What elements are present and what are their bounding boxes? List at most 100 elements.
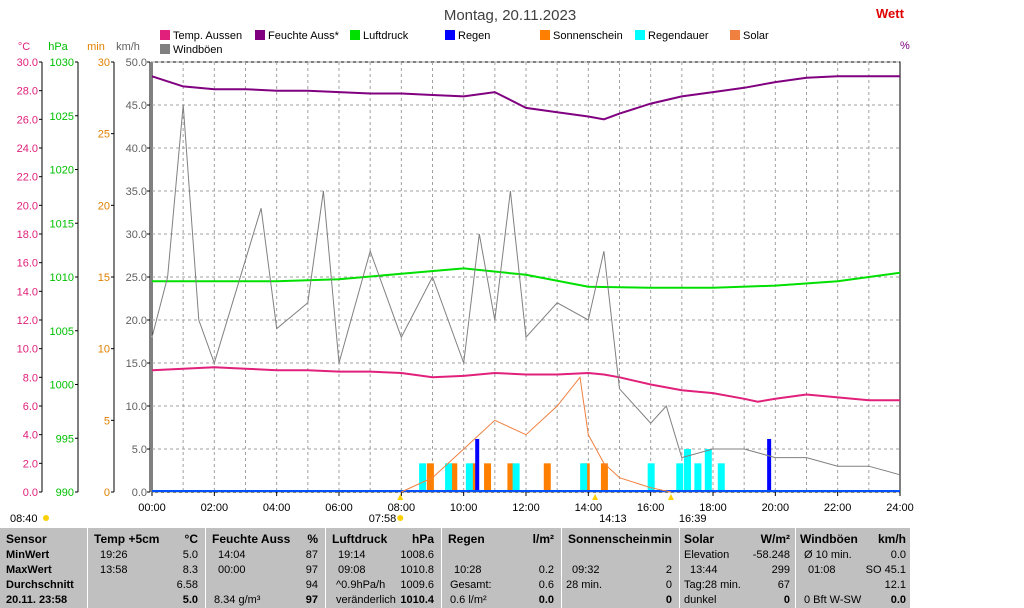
col-unit: °C <box>184 532 198 546</box>
cell-value: 6.58 <box>176 579 198 591</box>
y-tick-label: 1000 <box>50 380 74 392</box>
divider <box>795 528 796 608</box>
bar-regendauer <box>684 449 692 492</box>
y-tick-label: 20.0 <box>17 200 38 212</box>
col-header: Windböen <box>800 532 858 546</box>
bar-regendauer <box>465 463 473 492</box>
y-axis-unit: °C <box>18 41 30 53</box>
y-tick-label: 6.0 <box>23 401 38 413</box>
legend-swatch <box>445 30 455 40</box>
col-sensor: Sensor MinWert MaxWert Durchschnitt 20.1… <box>0 528 86 608</box>
bar-sonnenschein <box>471 463 479 492</box>
cell-value: 5.0 <box>182 594 198 606</box>
y-tick-label: 995 <box>56 433 74 445</box>
y-tick-label: 22.0 <box>17 172 38 184</box>
cell-value: 87 <box>305 549 318 561</box>
cell-note: Ø 10 min. <box>804 549 852 561</box>
y-tick-label: 50.0 <box>126 57 147 69</box>
x-tick-label: 18:00 <box>699 502 727 514</box>
sun-icon <box>43 515 49 521</box>
legend-label: Luftdruck <box>363 30 409 42</box>
bar-regendauer <box>580 463 588 492</box>
cell-note: Elevation <box>684 549 730 561</box>
y-tick-label: 2.0 <box>23 458 38 470</box>
x-tick-label: 24:00 <box>886 502 914 514</box>
y-tick-label: 1020 <box>50 165 74 177</box>
solar-noon-label: 14:13 <box>599 513 627 525</box>
y-tick-label: 15 <box>98 272 110 284</box>
legend-item: Regen <box>445 30 490 43</box>
sunrise-marker <box>397 494 404 500</box>
y-tick-label: 18.0 <box>17 229 38 241</box>
cell-note: 0 Bft W-SW <box>804 594 862 606</box>
cell-note: 0.6 l/m² <box>450 594 487 606</box>
row-label: 20.11. 23:58 <box>6 594 68 606</box>
legend-label: Solar <box>743 30 769 42</box>
sun-icon <box>397 515 404 521</box>
cell-value: 1009.6 <box>400 579 434 591</box>
row-label: Durchschnitt <box>6 579 74 591</box>
y-tick-label: 15.0 <box>126 358 147 370</box>
sunset-label: 16:39 <box>679 513 707 525</box>
cell-time: 09:32 <box>572 564 600 576</box>
y-tick-label: 0 <box>104 487 110 499</box>
x-tick-label: 02:00 <box>201 502 229 514</box>
cell-note: Tag:28 min. <box>684 579 741 591</box>
divider <box>441 528 442 608</box>
col-header: Temp +5cm <box>94 532 160 546</box>
divider <box>87 528 88 608</box>
cell-value: 0.0 <box>890 549 906 561</box>
divider <box>205 528 206 608</box>
cell-time: 14:04 <box>218 549 246 561</box>
col-unit: hPa <box>411 532 434 546</box>
cell-value: 0 <box>665 579 672 591</box>
x-tick-label: 06:00 <box>325 502 353 514</box>
y-tick-label: 25 <box>98 129 110 141</box>
col-header: Feuchte Auss <box>212 532 291 546</box>
y-tick-label: 1010 <box>50 272 74 284</box>
bar-sonnenschein <box>450 463 458 492</box>
cell-value: 94 <box>305 579 318 591</box>
y-tick-label: 14.0 <box>17 286 38 298</box>
series-luftdruck <box>152 267 901 289</box>
cell-note: ^0.9hPa/h <box>336 579 386 591</box>
cell-value: 0 <box>665 594 672 606</box>
series-feuchte-auss- <box>151 75 900 121</box>
cell-value: 97 <box>305 594 318 606</box>
series-temp-aussen <box>151 366 900 403</box>
sunrise-label: 07:58 <box>369 513 397 525</box>
y-tick-label: 26.0 <box>17 114 38 126</box>
divider <box>325 528 326 608</box>
col-humidity: Feuchte Auss % 14:04 87 00:00 97 94 8.34… <box>206 528 324 608</box>
y-tick-label: 30.0 <box>126 229 147 241</box>
y-tick-label: 10.0 <box>126 401 147 413</box>
y-tick-label: 4.0 <box>23 430 38 442</box>
col-header: Sonnenschein <box>568 532 651 546</box>
bar-regendauer <box>704 449 712 492</box>
col-header: Solar <box>684 532 715 546</box>
bar-regen <box>767 438 772 492</box>
y-tick-label: 35.0 <box>126 186 147 198</box>
chart-title: Montag, 20.11.2023 <box>444 7 576 24</box>
legend-swatch <box>730 30 740 40</box>
bar-regendauer <box>445 463 453 492</box>
x-tick-label: 10:00 <box>450 502 478 514</box>
y-tick-label: 1025 <box>50 111 74 123</box>
col-temp: Temp +5cm °C 19:26 5.0 13:58 8.3 6.58 5.… <box>88 528 204 608</box>
col-pressure: Luftdruck hPa 19:14 1008.6 09:08 1010.8 … <box>326 528 440 608</box>
bar-regendauer <box>676 463 684 492</box>
y-axis-unit: hPa <box>48 41 68 53</box>
cell-value: SO 45.1 <box>865 564 906 576</box>
bar-sonnenschein <box>484 463 492 492</box>
bar-series <box>419 438 772 492</box>
x-tick-label: 14:00 <box>575 502 603 514</box>
x-tick-label: 12:00 <box>512 502 540 514</box>
y-tick-label: 24.0 <box>17 143 38 155</box>
series-solar <box>401 376 672 493</box>
x-tick-label: 22:00 <box>824 502 852 514</box>
cell-time: 01:08 <box>808 564 836 576</box>
series-windb-en <box>151 104 901 476</box>
legend: Temp. Aussen Feuchte Auss* Luftdruck Reg… <box>160 30 800 60</box>
legend-swatch <box>540 30 550 40</box>
col-unit: min <box>650 532 672 546</box>
